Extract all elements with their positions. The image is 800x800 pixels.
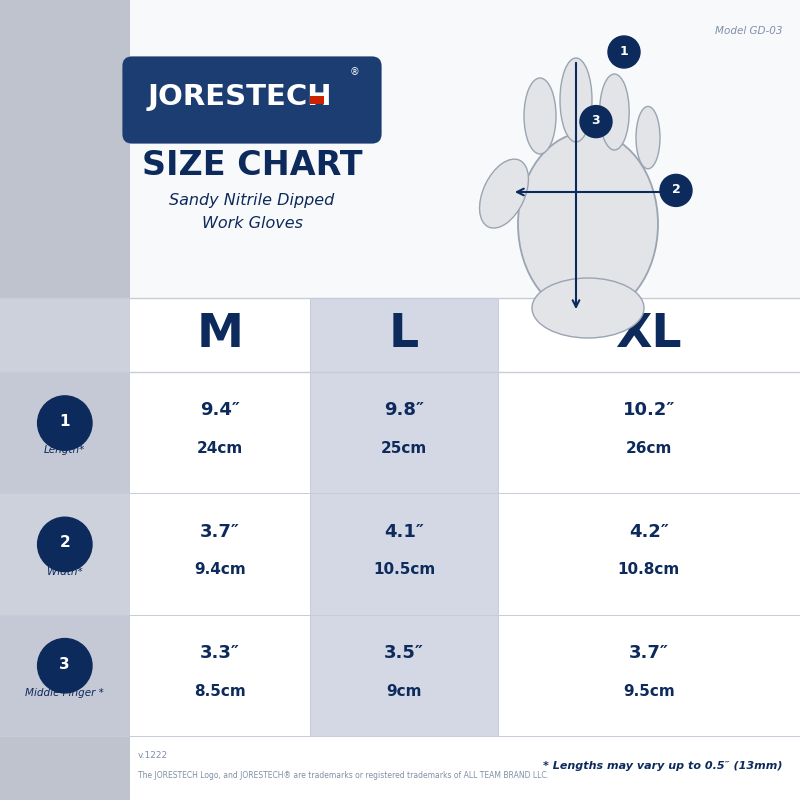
Ellipse shape (518, 132, 658, 316)
Text: Middle Finger *: Middle Finger * (26, 688, 104, 698)
Text: Width*: Width* (47, 566, 82, 577)
Text: 4.2″: 4.2″ (629, 522, 669, 541)
FancyBboxPatch shape (130, 0, 800, 298)
Text: 25cm: 25cm (381, 441, 427, 456)
Circle shape (580, 106, 612, 138)
Text: 8.5cm: 8.5cm (194, 684, 246, 699)
Text: * Lengths may vary up to 0.5″ (13mm): * Lengths may vary up to 0.5″ (13mm) (543, 762, 782, 771)
Text: The JORESTECH Logo, and JORESTECH® are trademarks or registered trademarks of AL: The JORESTECH Logo, and JORESTECH® are t… (138, 771, 549, 781)
Text: L: L (389, 312, 419, 358)
FancyBboxPatch shape (122, 56, 382, 144)
Text: 9cm: 9cm (386, 684, 422, 699)
Text: Sandy Nitrile Dipped
Work Gloves: Sandy Nitrile Dipped Work Gloves (170, 193, 334, 231)
Text: 1: 1 (620, 45, 628, 58)
Text: 3.5″: 3.5″ (384, 644, 424, 662)
Text: Model GD-03: Model GD-03 (715, 26, 782, 35)
Text: 26cm: 26cm (626, 441, 672, 456)
FancyBboxPatch shape (0, 0, 130, 800)
Text: 9.8″: 9.8″ (384, 402, 424, 419)
Circle shape (660, 174, 692, 206)
FancyBboxPatch shape (310, 298, 498, 372)
FancyBboxPatch shape (0, 614, 130, 736)
Text: 3.7″: 3.7″ (629, 644, 669, 662)
Text: 3: 3 (59, 657, 70, 672)
Ellipse shape (532, 278, 644, 338)
Text: 9.4″: 9.4″ (200, 402, 240, 419)
Text: 1: 1 (59, 414, 70, 429)
Circle shape (38, 638, 92, 693)
Text: v.1222: v.1222 (138, 751, 168, 761)
Text: 24cm: 24cm (197, 441, 243, 456)
Text: SIZE CHART: SIZE CHART (142, 149, 362, 182)
Text: 4.1″: 4.1″ (384, 522, 424, 541)
Circle shape (38, 396, 92, 450)
Text: 9.5cm: 9.5cm (623, 684, 674, 699)
FancyBboxPatch shape (310, 96, 324, 104)
Text: XL: XL (615, 312, 682, 358)
Text: 2: 2 (59, 535, 70, 550)
Text: 10.5cm: 10.5cm (373, 562, 435, 578)
FancyBboxPatch shape (310, 494, 498, 614)
Ellipse shape (524, 78, 556, 154)
Ellipse shape (636, 106, 660, 169)
Ellipse shape (479, 159, 529, 228)
FancyBboxPatch shape (0, 298, 130, 736)
Text: JORESTECH: JORESTECH (148, 82, 332, 110)
Text: 3.7″: 3.7″ (200, 522, 240, 541)
FancyBboxPatch shape (310, 372, 498, 494)
Text: 10.2″: 10.2″ (622, 402, 675, 419)
Text: ®: ® (350, 67, 359, 78)
FancyBboxPatch shape (310, 614, 498, 736)
Text: 3: 3 (592, 114, 600, 127)
FancyBboxPatch shape (0, 372, 130, 494)
Circle shape (38, 517, 92, 571)
Circle shape (608, 36, 640, 68)
FancyBboxPatch shape (130, 0, 800, 800)
Text: M: M (197, 312, 243, 358)
Text: 3.3″: 3.3″ (200, 644, 240, 662)
Text: 9.4cm: 9.4cm (194, 562, 246, 578)
Ellipse shape (600, 74, 629, 150)
Text: 2: 2 (672, 183, 680, 196)
Text: Length*: Length* (44, 446, 86, 455)
Text: 10.8cm: 10.8cm (618, 562, 680, 578)
Ellipse shape (560, 58, 592, 142)
